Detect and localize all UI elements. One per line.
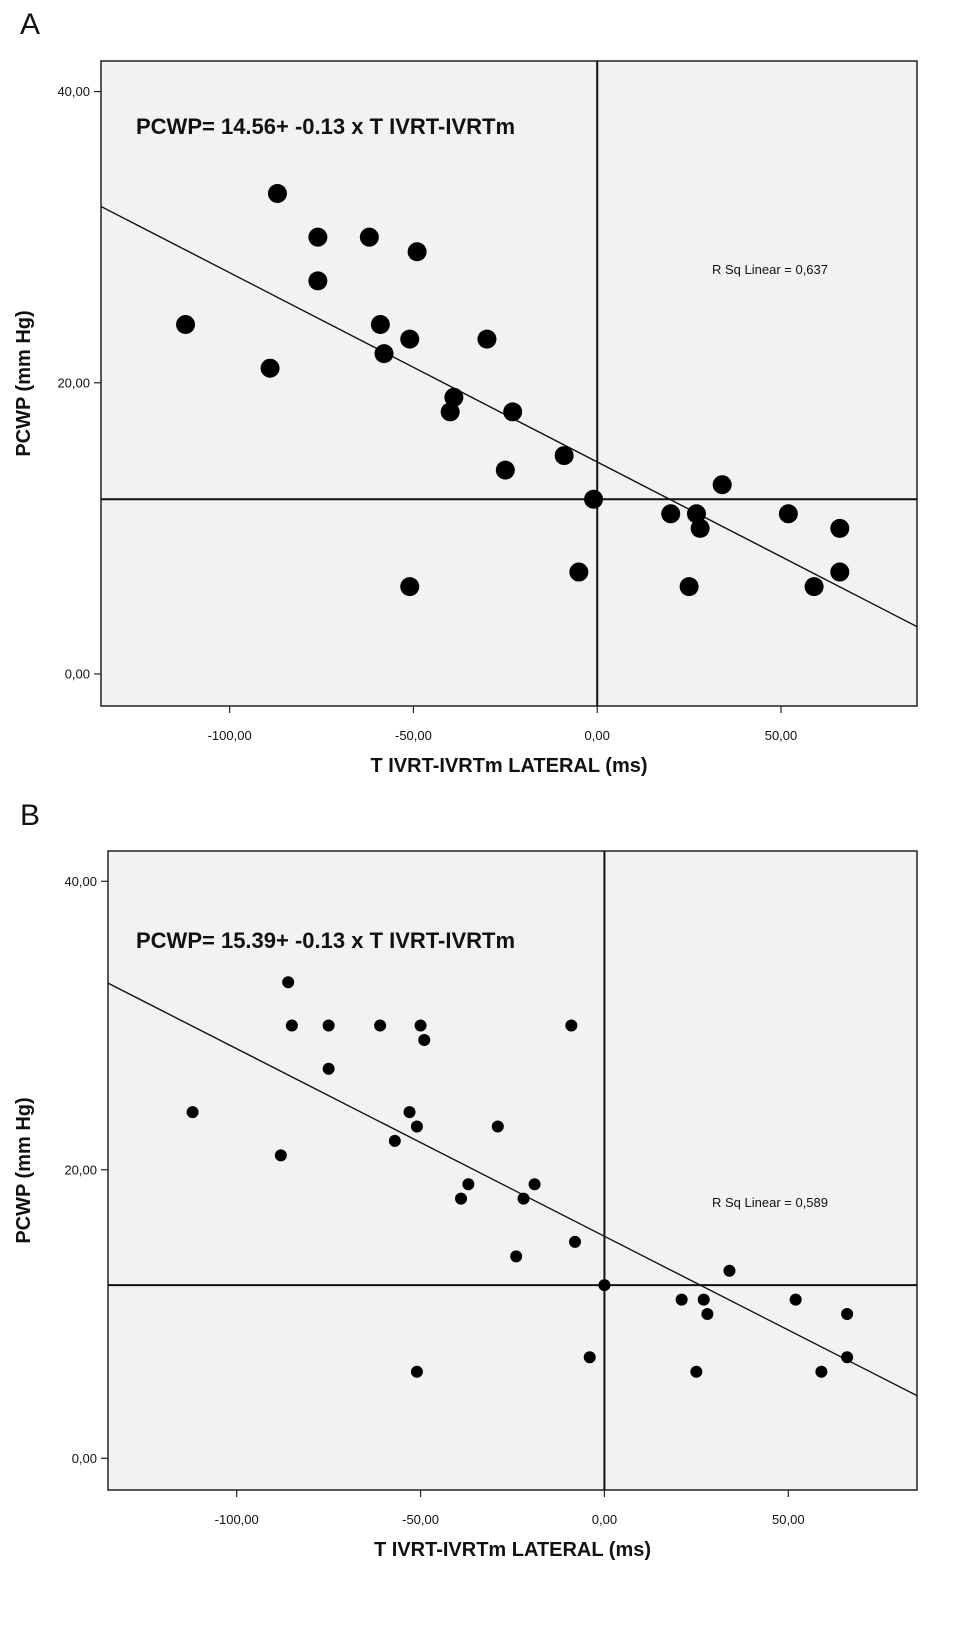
data-point	[789, 1293, 802, 1306]
regression-equation: PCWP= 14.56+ -0.13 x T IVRT-IVRTm	[136, 114, 515, 139]
chart-panel-a: A 0,00 20,00 40,00 -100,00 -50,00 0,00 50,00 PCW…	[13, 8, 918, 777]
data-point	[701, 1308, 714, 1321]
data-point	[565, 1019, 578, 1032]
y-tick-label: 40,00	[64, 874, 97, 889]
data-point	[510, 1250, 523, 1263]
data-point	[176, 315, 196, 335]
data-point	[830, 518, 850, 538]
data-point	[440, 402, 460, 422]
data-point	[400, 329, 420, 349]
data-point	[403, 1106, 416, 1119]
data-point	[841, 1351, 854, 1364]
data-point	[495, 460, 515, 480]
y-axis-title: PCWP (mm Hg)	[13, 310, 35, 456]
x-tick-label: -50,00	[395, 728, 432, 743]
data-point	[690, 518, 710, 538]
data-point	[517, 1192, 530, 1205]
data-point	[374, 1019, 387, 1032]
data-point	[455, 1192, 468, 1205]
data-point	[804, 577, 824, 597]
data-point	[308, 271, 328, 291]
data-point	[374, 344, 394, 364]
data-point	[370, 315, 390, 335]
data-point	[322, 1019, 335, 1032]
data-point	[569, 562, 589, 582]
data-point	[675, 1293, 688, 1306]
data-point	[690, 1365, 703, 1378]
chart-panel-b: B 0,00 20,00 40,00 -100,00 -50,00 0,00 50,00 PCW…	[13, 799, 918, 1561]
data-point	[686, 504, 706, 524]
plot-area	[107, 850, 918, 1491]
data-point	[414, 1019, 427, 1032]
data-point	[462, 1178, 475, 1191]
data-point	[418, 1033, 431, 1046]
data-point	[815, 1365, 828, 1378]
data-point	[444, 387, 464, 407]
data-point	[388, 1134, 401, 1147]
regression-equation: PCWP= 15.39+ -0.13 x T IVRT-IVRTm	[136, 928, 515, 953]
data-point	[285, 1019, 298, 1032]
regression-line	[108, 982, 917, 1397]
data-point	[723, 1264, 736, 1277]
data-point	[186, 1106, 199, 1119]
r-squared-label: R Sq Linear = 0,589	[712, 1195, 828, 1210]
data-point	[584, 489, 604, 509]
data-point	[598, 1279, 611, 1292]
data-point	[359, 227, 379, 247]
panel-label: B	[20, 799, 40, 832]
data-point	[697, 1293, 710, 1306]
data-point	[260, 358, 280, 378]
data-point	[778, 504, 798, 524]
x-axis-title: T IVRT-IVRTm LATERAL (ms)	[370, 755, 647, 777]
data-point	[477, 329, 497, 349]
x-tick-label: -50,00	[402, 1512, 439, 1527]
x-tick-label: 0,00	[592, 1512, 617, 1527]
y-axis-title: PCWP (mm Hg)	[13, 1097, 35, 1243]
y-tick-label: 20,00	[57, 375, 90, 390]
data-point	[491, 1120, 504, 1133]
x-tick-label: 50,00	[765, 728, 798, 743]
data-point	[322, 1062, 335, 1075]
x-tick-label: 0,00	[585, 728, 610, 743]
y-tick-label: 20,00	[64, 1162, 97, 1177]
y-tick-label: 40,00	[57, 84, 90, 99]
x-tick-label: -100,00	[215, 1512, 259, 1527]
x-tick-label: 50,00	[772, 1512, 805, 1527]
y-tick-label: 0,00	[72, 1451, 97, 1466]
y-tick-label: 0,00	[65, 666, 90, 681]
data-point	[583, 1351, 596, 1364]
data-point	[841, 1308, 854, 1321]
panel-label: A	[20, 8, 40, 41]
data-point	[569, 1235, 582, 1248]
r-squared-label: R Sq Linear = 0,637	[712, 262, 828, 277]
data-point	[410, 1120, 423, 1133]
data-point	[274, 1149, 287, 1162]
data-point	[554, 446, 574, 466]
plot-area	[100, 60, 918, 707]
data-point	[407, 242, 427, 262]
data-point	[410, 1365, 423, 1378]
data-point	[267, 183, 287, 203]
x-tick-label: -100,00	[208, 728, 252, 743]
data-point	[830, 562, 850, 582]
data-point	[712, 475, 732, 495]
x-axis-title: T IVRT-IVRTm LATERAL (ms)	[374, 1539, 651, 1561]
data-point	[661, 504, 681, 524]
data-point	[400, 577, 420, 597]
data-point	[503, 402, 523, 422]
data-point	[282, 976, 295, 989]
data-point	[528, 1178, 541, 1191]
data-point	[308, 227, 328, 247]
data-point	[679, 577, 699, 597]
